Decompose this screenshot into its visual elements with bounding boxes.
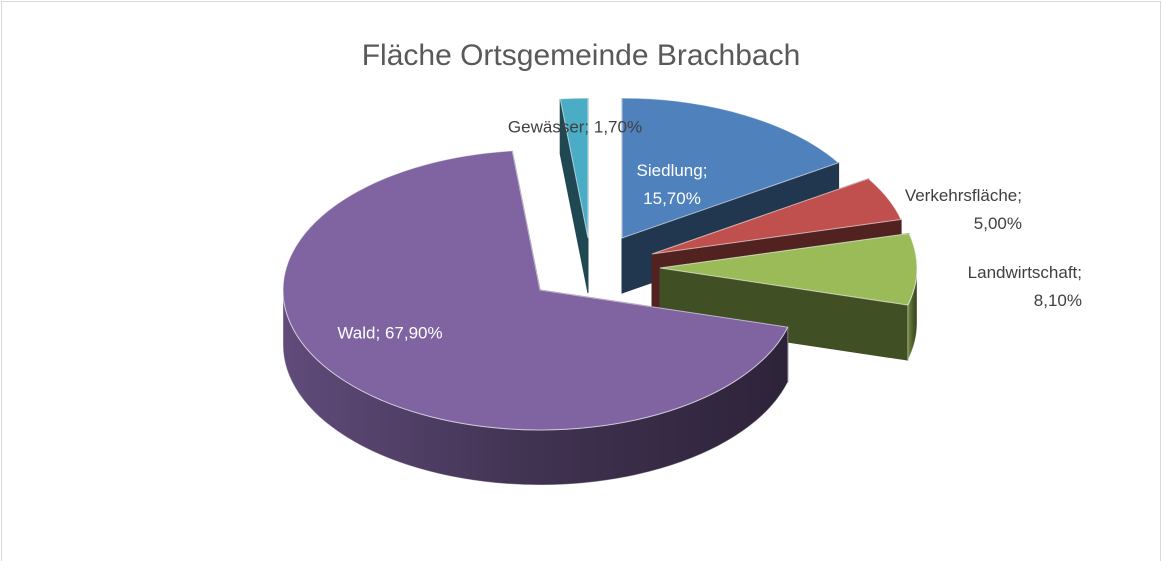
slice	[282, 150, 789, 431]
data-label: Gewässer; 1,70%	[508, 117, 642, 136]
slice	[621, 97, 840, 239]
data-label-line: 5,00%	[974, 214, 1022, 233]
data-label: Verkehrsfläche; 5,00%	[905, 186, 1022, 233]
data-label-line: 15,70%	[643, 189, 701, 208]
slice	[659, 232, 918, 306]
data-label: Landwirtschaft; 8,10%	[968, 263, 1082, 310]
data-label-line: Landwirtschaft;	[968, 263, 1082, 282]
data-label-line: 8,10%	[1034, 291, 1082, 310]
data-label: Siedlung; 15,70%	[637, 161, 708, 208]
slice	[559, 97, 589, 239]
chart-title: Fläche Ortsgemeinde Brachbach	[362, 39, 801, 72]
data-label: Wald; 67,90%	[337, 323, 442, 342]
data-label-line: Verkehrsfläche;	[905, 186, 1022, 205]
slice	[651, 178, 902, 255]
data-label-line: Siedlung;	[637, 161, 708, 180]
